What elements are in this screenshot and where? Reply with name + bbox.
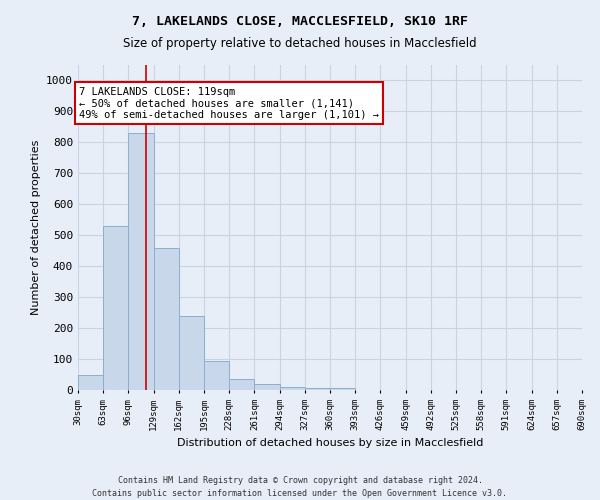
Bar bbox=[154, 248, 179, 390]
Bar bbox=[128, 133, 154, 390]
Text: 7, LAKELANDS CLOSE, MACCLESFIELD, SK10 1RF: 7, LAKELANDS CLOSE, MACCLESFIELD, SK10 1… bbox=[132, 15, 468, 28]
Bar bbox=[280, 387, 305, 390]
Text: Size of property relative to detached houses in Macclesfield: Size of property relative to detached ho… bbox=[123, 38, 477, 51]
Text: Contains HM Land Registry data © Crown copyright and database right 2024.
Contai: Contains HM Land Registry data © Crown c… bbox=[92, 476, 508, 498]
Text: 7 LAKELANDS CLOSE: 119sqm
← 50% of detached houses are smaller (1,141)
49% of se: 7 LAKELANDS CLOSE: 119sqm ← 50% of detac… bbox=[79, 86, 379, 120]
Bar bbox=[103, 226, 128, 390]
Bar bbox=[204, 360, 229, 390]
Bar bbox=[78, 374, 103, 390]
X-axis label: Distribution of detached houses by size in Macclesfield: Distribution of detached houses by size … bbox=[177, 438, 483, 448]
Y-axis label: Number of detached properties: Number of detached properties bbox=[31, 140, 41, 315]
Bar bbox=[305, 388, 330, 390]
Bar bbox=[179, 316, 204, 390]
Bar bbox=[254, 384, 280, 390]
Bar bbox=[330, 388, 355, 390]
Bar bbox=[229, 379, 254, 390]
